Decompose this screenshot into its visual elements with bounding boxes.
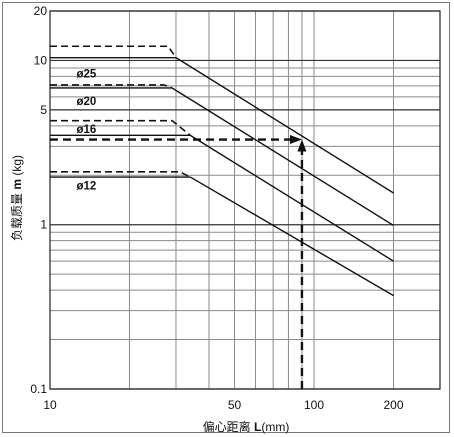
series-dashed-12 <box>50 170 191 178</box>
tick-labels: 10 50 100 200 20 10 5 1 0.1 <box>30 4 404 412</box>
grid <box>49 10 441 390</box>
x-tick-label: 100 <box>304 398 324 412</box>
series-label-25: ø25 <box>77 69 97 81</box>
series-slope-16 <box>189 134 394 262</box>
series-slope-20 <box>171 87 394 227</box>
x-tick-label: 200 <box>383 398 403 412</box>
x-tick-label: 50 <box>228 398 242 412</box>
plot-border <box>49 10 441 390</box>
arrow-up-icon <box>297 139 307 152</box>
series-label-12: ø12 <box>77 181 97 193</box>
chart-frame <box>2 2 450 433</box>
y-tick-label: 20 <box>34 4 48 18</box>
series-slope-12 <box>189 176 394 297</box>
y-tick-label: 0.1 <box>30 382 47 396</box>
x-axis-label: 偏心距离 L(mm) <box>203 419 290 434</box>
series-group <box>50 45 394 297</box>
series-dashed-20 <box>50 84 173 89</box>
arrow-right-icon <box>289 135 302 145</box>
series-dashed-25 <box>50 45 177 59</box>
series-label-16: ø16 <box>77 124 97 136</box>
annotation-group <box>50 135 307 389</box>
x-tick-label: 10 <box>43 398 57 412</box>
series-dashed-16 <box>50 119 191 136</box>
y-tick-label: 5 <box>40 103 47 117</box>
series-slope-25 <box>175 57 394 194</box>
series-labels: ø25 ø20 ø16 ø12 <box>77 69 97 193</box>
series-label-20: ø20 <box>77 96 97 108</box>
y-tick-label: 1 <box>40 218 47 232</box>
y-tick-label: 10 <box>34 53 48 67</box>
y-axis-label: 负载质量 m (kg) <box>10 155 24 241</box>
